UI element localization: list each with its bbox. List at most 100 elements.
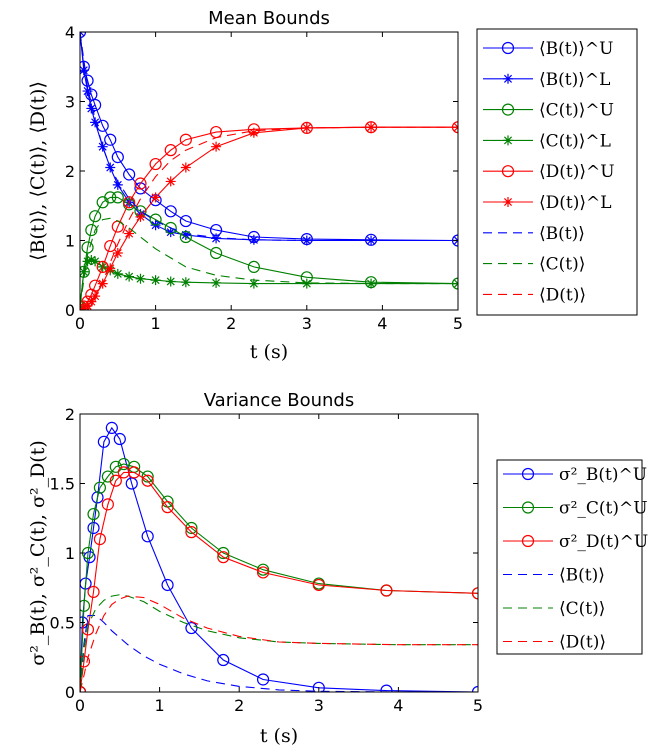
series-line xyxy=(80,426,478,692)
series-line xyxy=(80,614,478,692)
data-point xyxy=(105,421,118,434)
data-point xyxy=(86,254,97,265)
data-point xyxy=(90,291,101,302)
data-point xyxy=(180,162,191,173)
legend-label: σ²_D(t)^U xyxy=(559,532,648,552)
data-point xyxy=(97,278,108,289)
data-point xyxy=(149,157,162,171)
legend-label: ⟨D(t)⟩^L xyxy=(539,193,612,213)
data-point xyxy=(125,477,138,490)
data-point xyxy=(179,214,192,228)
series-7 xyxy=(80,217,458,307)
data-point xyxy=(164,205,177,218)
data-point xyxy=(211,277,222,288)
legend-label: ⟨B(t)⟩ xyxy=(559,566,605,586)
data-point xyxy=(123,196,136,209)
data-point xyxy=(101,470,114,483)
data-point xyxy=(185,621,198,635)
legend: ⟨B(t)⟩^U ⟨B(t)⟩^L ⟨C(t)⟩^U ⟨C(t)⟩^L ⟨D(t)⟩^U… xyxy=(476,28,638,316)
data-point xyxy=(81,241,94,254)
x-tick-label: 1 xyxy=(151,314,161,333)
data-point xyxy=(93,532,107,546)
data-point xyxy=(101,498,114,511)
y-tick-label: 0.5 xyxy=(50,614,75,633)
data-point xyxy=(112,179,123,190)
data-point xyxy=(161,501,174,514)
data-point xyxy=(149,213,162,226)
y-tick-label: 2 xyxy=(65,162,75,181)
y-tick-label: 4 xyxy=(65,23,75,42)
x-tick-label: 0 xyxy=(75,314,85,333)
legend-marker xyxy=(521,534,535,548)
x-tick-label: 0 xyxy=(75,696,85,715)
x-tick-label: 2 xyxy=(234,696,244,715)
series-4 xyxy=(80,121,458,310)
mean-bounds-chart: Mean Bounds 0 1 2 3 4 5 0 1 2 3 4 t (s) ⟨B(t)⟩, ⟨C… xyxy=(27,8,638,363)
x-tick-label: 5 xyxy=(453,314,463,333)
data-point xyxy=(380,684,393,692)
x-tick-label: 4 xyxy=(393,696,403,715)
data-point xyxy=(80,599,91,612)
data-point xyxy=(82,256,93,267)
series-line xyxy=(80,217,458,307)
data-point xyxy=(124,228,135,239)
series-8 xyxy=(80,126,458,310)
data-point xyxy=(87,507,100,521)
data-point xyxy=(80,266,89,277)
plot-frame xyxy=(79,413,479,693)
legend: σ²_B(t)^U σ²_C(t)^U σ²_D(t)^U ⟨B(t)⟩ ⟨C(t)⟩ ⟨… xyxy=(496,459,648,655)
x-tick-label: 2 xyxy=(226,314,236,333)
legend-marker xyxy=(503,73,513,84)
chart-title: Mean Bounds xyxy=(208,8,330,29)
data-point xyxy=(164,221,177,235)
data-point xyxy=(90,117,101,128)
data-point xyxy=(109,474,122,487)
data-point xyxy=(165,176,176,187)
y-tick-label: 0 xyxy=(65,683,75,702)
y-tick-label: 1 xyxy=(65,544,75,563)
data-point xyxy=(97,435,110,448)
data-point xyxy=(256,563,270,576)
data-point xyxy=(471,587,478,600)
data-point xyxy=(112,248,123,259)
legend-label: ⟨C(t)⟩ xyxy=(559,599,605,619)
data-point xyxy=(180,229,191,240)
legend-marker xyxy=(501,41,515,55)
data-point xyxy=(93,481,107,494)
data-point xyxy=(117,466,130,479)
data-point xyxy=(141,530,154,543)
data-point xyxy=(211,141,222,152)
legend-marker xyxy=(521,501,535,514)
series-line xyxy=(80,32,458,242)
data-point xyxy=(80,65,89,76)
series-line xyxy=(80,594,478,692)
data-point xyxy=(256,566,270,579)
data-point xyxy=(247,260,260,274)
chart-title: Variance Bounds xyxy=(204,390,354,411)
legend-label: σ²_B(t)^U xyxy=(559,465,647,485)
data-point xyxy=(87,521,100,535)
legend-label: ⟨D(t)⟩ xyxy=(539,285,586,305)
legend-marker xyxy=(503,197,513,207)
data-point xyxy=(209,246,223,260)
data-point xyxy=(90,256,101,267)
data-point xyxy=(128,466,141,479)
series-0 xyxy=(80,421,478,692)
data-point xyxy=(164,144,177,157)
x-tick-label: 4 xyxy=(377,314,387,333)
legend-label: ⟨B(t)⟩^U xyxy=(539,39,613,59)
data-point xyxy=(217,653,230,667)
data-point xyxy=(312,578,325,592)
data-point xyxy=(105,263,116,274)
data-point xyxy=(185,526,198,539)
legend-marker xyxy=(503,135,513,146)
series-line xyxy=(80,595,478,692)
data-point xyxy=(124,271,135,282)
data-point xyxy=(112,268,123,279)
data-point xyxy=(248,234,259,245)
x-tick-label: 1 xyxy=(155,696,165,715)
series-line xyxy=(80,126,458,310)
y-tick-label: 1.5 xyxy=(50,475,75,494)
data-point xyxy=(89,210,102,223)
data-point xyxy=(248,127,259,138)
